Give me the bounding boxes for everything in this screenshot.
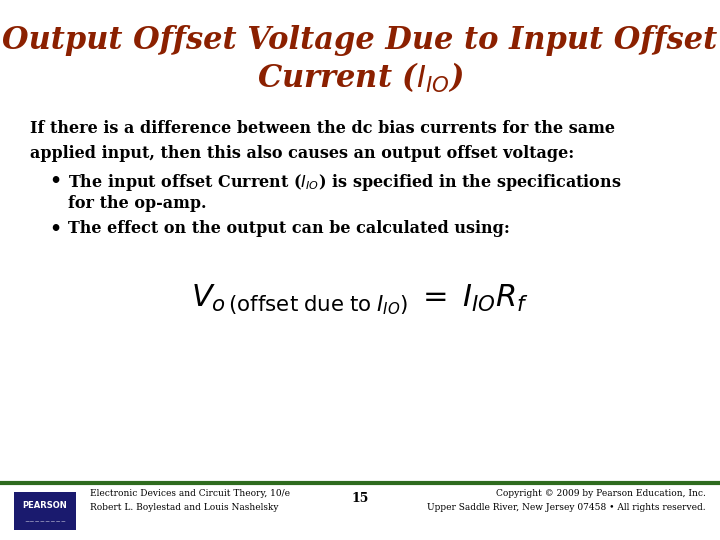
Text: Robert L. Boylestad and Louis Nashelsky: Robert L. Boylestad and Louis Nashelsky	[90, 503, 279, 511]
Text: $V_{o\,\mathrm{(offset\;due\;to}\;I_{IO}\mathrm{)}}$$\;=\;$$I_{IO}R_f$: $V_{o\,\mathrm{(offset\;due\;to}\;I_{IO}…	[191, 282, 529, 318]
Text: Current ($\mathit{I}_{IO}$): Current ($\mathit{I}_{IO}$)	[256, 61, 464, 95]
Text: 15: 15	[351, 491, 369, 504]
Text: The effect on the output can be calculated using:: The effect on the output can be calculat…	[68, 220, 510, 237]
Bar	[14, 492, 76, 530]
Text: for the op-amp.: for the op-amp.	[68, 195, 207, 212]
Text: Electronic Devices and Circuit Theory, 10/e: Electronic Devices and Circuit Theory, 1…	[90, 489, 290, 497]
Text: PEARSON: PEARSON	[22, 501, 68, 510]
Text: The input offset Current ($\mathit{I}_{IO}$) is specified in the specifications: The input offset Current ($\mathit{I}_{I…	[68, 172, 621, 193]
Text: Upper Saddle River, New Jersey 07458 • All rights reserved.: Upper Saddle River, New Jersey 07458 • A…	[428, 503, 706, 511]
Text: If there is a difference between the dc bias currents for the same
applied input: If there is a difference between the dc …	[30, 120, 615, 162]
Text: •: •	[49, 172, 61, 190]
Text: Output Offset Voltage Due to Input Offset: Output Offset Voltage Due to Input Offse…	[2, 24, 718, 56]
Text: Copyright © 2009 by Pearson Education, Inc.: Copyright © 2009 by Pearson Education, I…	[496, 489, 706, 497]
Text: •: •	[49, 220, 61, 238]
Text: ~~~~~~~~: ~~~~~~~~	[24, 519, 66, 524]
